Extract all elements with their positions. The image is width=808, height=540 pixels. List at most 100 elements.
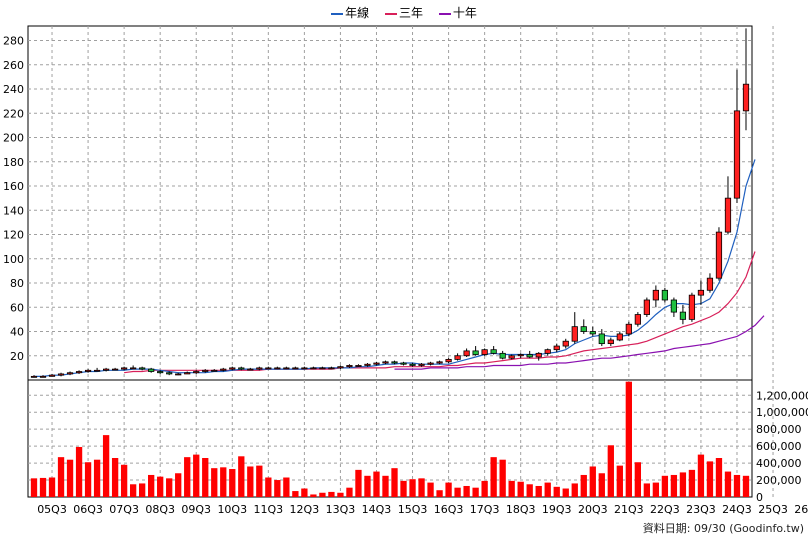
candle-body xyxy=(310,367,317,370)
candle-body xyxy=(382,361,389,364)
volume-bar xyxy=(319,492,326,497)
ten-year-swatch-icon xyxy=(438,12,451,15)
volume-bar xyxy=(661,475,669,497)
candle-body xyxy=(706,277,714,291)
candle-body xyxy=(66,372,74,375)
volume-bar xyxy=(733,474,741,497)
price-tick-label: 140 xyxy=(3,204,24,217)
candle-body xyxy=(445,358,452,363)
price-tick-label: 200 xyxy=(3,132,24,145)
volume-bar xyxy=(364,475,371,497)
x-tick-label: 21Q3 xyxy=(614,503,644,516)
volume-bar xyxy=(57,457,65,497)
footer: 資料日期: 09/30 (Goodinfo.tw) xyxy=(643,520,804,536)
candle-body xyxy=(688,294,696,320)
x-tick-label: 10Q3 xyxy=(217,503,247,516)
volume-bar xyxy=(238,456,245,497)
x-tick-label: 05Q3 xyxy=(37,503,67,516)
candle-body xyxy=(634,314,641,325)
candle-body xyxy=(39,375,47,378)
x-tick-label: 16Q3 xyxy=(434,503,464,516)
price-tick-label: 160 xyxy=(3,180,24,193)
volume-bar xyxy=(274,480,281,497)
volume-bar xyxy=(346,487,353,497)
candle-body xyxy=(319,367,326,370)
candle-body xyxy=(112,368,119,371)
x-tick-label: 06Q3 xyxy=(73,503,103,516)
volume-bar xyxy=(138,483,146,497)
legend-year-line[interactable]: 年線 xyxy=(331,4,369,21)
three-year-swatch-icon xyxy=(384,12,397,15)
candle-body xyxy=(427,362,434,365)
x-tick-label: 19Q3 xyxy=(542,503,572,516)
candle-body xyxy=(346,365,353,368)
x-tick-label: 22Q3 xyxy=(650,503,680,516)
candle-body xyxy=(148,368,155,372)
price-tick-label: 280 xyxy=(3,35,24,48)
candle-body xyxy=(715,231,723,279)
x-tick-label: 14Q3 xyxy=(362,503,392,516)
volume-bar xyxy=(256,465,263,497)
candle-body xyxy=(139,367,146,370)
data-source-label: (Goodinfo.tw) xyxy=(729,522,804,535)
x-tick-label: 20Q3 xyxy=(578,503,608,516)
x-tick-label: 23Q3 xyxy=(686,503,716,516)
x-tick-label: 26Q3 xyxy=(794,503,808,516)
volume-bar xyxy=(292,491,299,497)
candle-body xyxy=(274,367,281,370)
volume-bar xyxy=(697,454,705,497)
volume-bar xyxy=(283,477,290,497)
candle-body xyxy=(337,366,344,369)
candle-body xyxy=(436,361,443,364)
volume-bar xyxy=(625,381,632,497)
volume-bar xyxy=(454,487,461,497)
volume-bar xyxy=(84,462,92,497)
candle-body xyxy=(742,83,750,112)
candle-body xyxy=(373,362,380,365)
candle-body xyxy=(607,339,614,345)
candle-body xyxy=(102,368,110,371)
candle-body xyxy=(157,371,164,374)
candle-body xyxy=(400,362,407,365)
candle-body xyxy=(571,326,578,342)
legend-three-year-line[interactable]: 三年 xyxy=(384,4,423,21)
candle-body xyxy=(202,369,209,372)
volume-bar xyxy=(129,484,137,497)
candle-body xyxy=(697,289,705,296)
candle-body xyxy=(652,289,659,301)
volume-bar xyxy=(382,475,389,497)
legend-ten-year-line[interactable]: 十年 xyxy=(438,4,477,21)
volume-bar xyxy=(157,476,164,497)
candle-body xyxy=(661,289,668,301)
candle-body xyxy=(472,350,479,355)
volume-bar xyxy=(562,488,569,497)
candle-body xyxy=(418,363,425,366)
volume-bar xyxy=(301,488,308,497)
candle-body xyxy=(679,311,687,320)
volume-bar xyxy=(265,477,272,497)
candle-body xyxy=(391,361,398,364)
volume-bar xyxy=(220,467,227,497)
candle-body xyxy=(535,352,542,358)
candle-body xyxy=(247,368,254,371)
volume-bar xyxy=(463,485,470,497)
volume-bar xyxy=(391,468,398,497)
price-tick-label: 60 xyxy=(10,301,24,314)
volume-bar xyxy=(688,469,696,497)
volume-bar xyxy=(724,471,732,497)
candle-body xyxy=(625,323,632,335)
candle-body xyxy=(544,349,551,354)
volume-tick-label: 600,000 xyxy=(756,440,802,453)
volume-tick-label: 200,000 xyxy=(756,474,802,487)
volume-bar xyxy=(418,478,425,497)
candle-body xyxy=(499,352,506,359)
candle-body xyxy=(301,367,308,370)
volume-bar xyxy=(526,484,533,497)
volume-bar xyxy=(193,454,200,497)
candle-body xyxy=(256,367,263,370)
price-tick-label: 120 xyxy=(3,229,24,242)
volume-bar xyxy=(400,480,407,497)
volume-bar xyxy=(93,459,101,497)
volume-bar xyxy=(535,485,542,497)
